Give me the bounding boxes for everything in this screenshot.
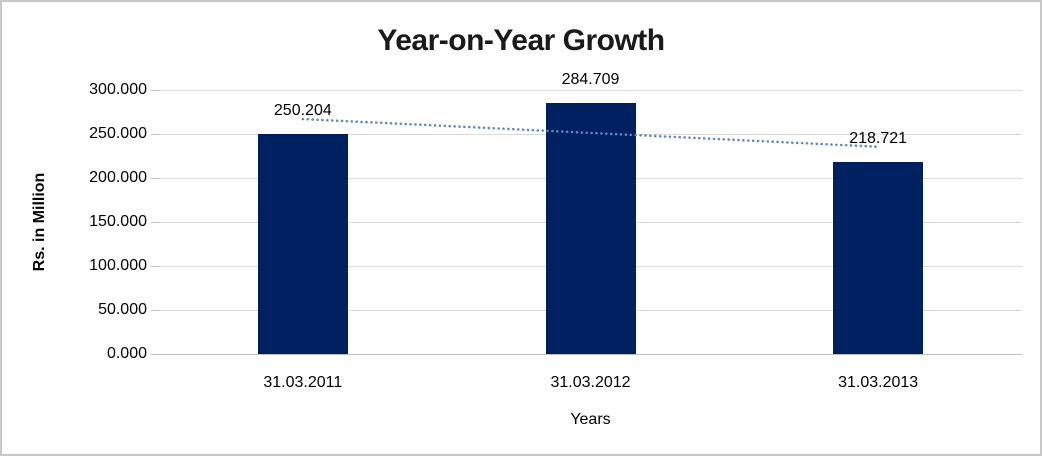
y-tick-label: 150.000: [89, 213, 147, 230]
y-axis-tick: [151, 354, 159, 355]
chart-title: Year-on-Year Growth: [377, 24, 665, 57]
x-tick-label: 31.03.2013: [838, 374, 919, 391]
y-axis-tick: [151, 222, 159, 223]
y-axis-tick: [151, 266, 159, 267]
x-tick-label: 31.03.2011: [263, 374, 343, 391]
y-tick-label: 200.000: [89, 169, 147, 186]
y-axis-tick: [151, 134, 159, 135]
y-axis-tick: [151, 178, 159, 179]
x-axis-title: Years: [570, 411, 611, 428]
trendline: [301, 117, 880, 149]
bar-data-label: 284.709: [561, 71, 620, 89]
gridline: [159, 90, 1022, 91]
y-tick-label: 0.000: [106, 345, 147, 362]
y-tick-label: 100.000: [89, 257, 147, 274]
bar-data-label: 218.721: [849, 129, 908, 147]
trendline-line: [301, 117, 880, 149]
x-axis-line: [159, 354, 1022, 355]
bar: [545, 103, 636, 354]
bar: [257, 133, 348, 354]
y-tick-label: 50.000: [98, 301, 147, 318]
y-axis-tick: [151, 90, 159, 91]
x-tick-label: 31.03.2012: [550, 374, 631, 391]
bar: [833, 161, 924, 354]
y-tick-label: 300.000: [89, 81, 147, 98]
y-tick-label: 250.000: [89, 125, 147, 142]
y-axis-tick: [151, 310, 159, 311]
bar-data-label: 250.204: [273, 101, 332, 119]
